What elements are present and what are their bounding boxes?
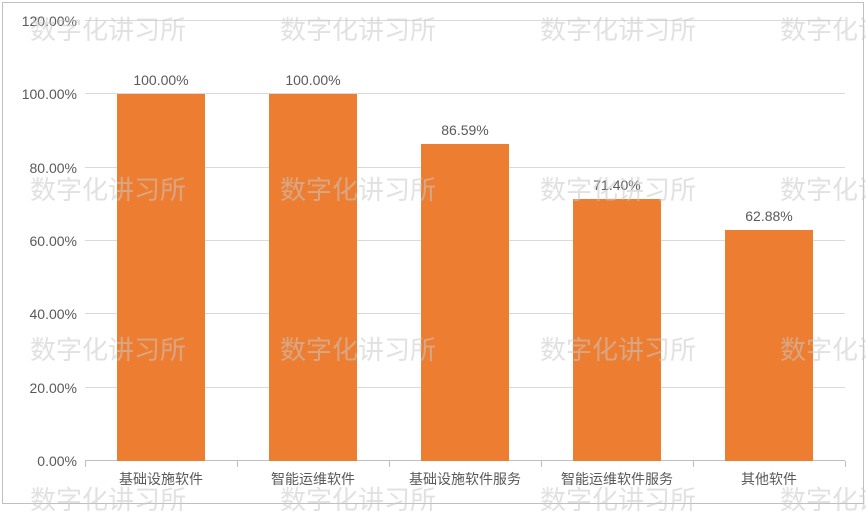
bar-slot: 71.40% bbox=[541, 21, 693, 461]
bar: 100.00% bbox=[269, 94, 357, 461]
y-axis-tick-label: 120.00% bbox=[22, 13, 85, 29]
bar-value-label: 86.59% bbox=[441, 122, 488, 138]
plot-area: 0.00%20.00%40.00%60.00%80.00%100.00%120.… bbox=[85, 21, 845, 461]
y-axis-tick-label: 80.00% bbox=[30, 160, 85, 176]
y-axis-tick-label: 0.00% bbox=[37, 453, 85, 469]
y-axis-tick-label: 60.00% bbox=[30, 233, 85, 249]
x-axis-tick bbox=[693, 461, 694, 467]
bar-slot: 100.00% bbox=[237, 21, 389, 461]
y-axis-tick-label: 20.00% bbox=[30, 380, 85, 396]
y-axis-tick-label: 40.00% bbox=[30, 306, 85, 322]
x-axis-category-label: 其他软件 bbox=[741, 469, 797, 489]
bar-value-label: 71.40% bbox=[593, 177, 640, 193]
x-axis-category-label: 智能运维软件 bbox=[271, 469, 355, 489]
x-axis-tick bbox=[237, 461, 238, 467]
x-axis-tick bbox=[845, 461, 846, 467]
bar-value-label: 62.88% bbox=[745, 208, 792, 224]
x-axis-tick bbox=[389, 461, 390, 467]
y-axis-tick-label: 100.00% bbox=[22, 86, 85, 102]
bar: 100.00% bbox=[117, 94, 205, 461]
bar: 86.59% bbox=[421, 144, 509, 461]
bar: 62.88% bbox=[725, 230, 813, 461]
bar-slot: 62.88% bbox=[693, 21, 845, 461]
bar-value-label: 100.00% bbox=[285, 72, 340, 88]
bar-slot: 100.00% bbox=[85, 21, 237, 461]
x-axis-category-label: 智能运维软件服务 bbox=[561, 469, 673, 489]
x-axis-tick bbox=[541, 461, 542, 467]
bar-value-label: 100.00% bbox=[133, 72, 188, 88]
chart-frame: 0.00% 20.00% 40.00% 60.00% 80.00% 100.00% 120.… bbox=[2, 2, 864, 504]
x-axis-tick bbox=[85, 461, 86, 467]
bar: 71.40% bbox=[573, 199, 661, 461]
x-axis-category-label: 基础设施软件服务 bbox=[409, 469, 521, 489]
x-axis-category-label: 基础设施软件 bbox=[119, 469, 203, 489]
bar-slot: 86.59% bbox=[389, 21, 541, 461]
